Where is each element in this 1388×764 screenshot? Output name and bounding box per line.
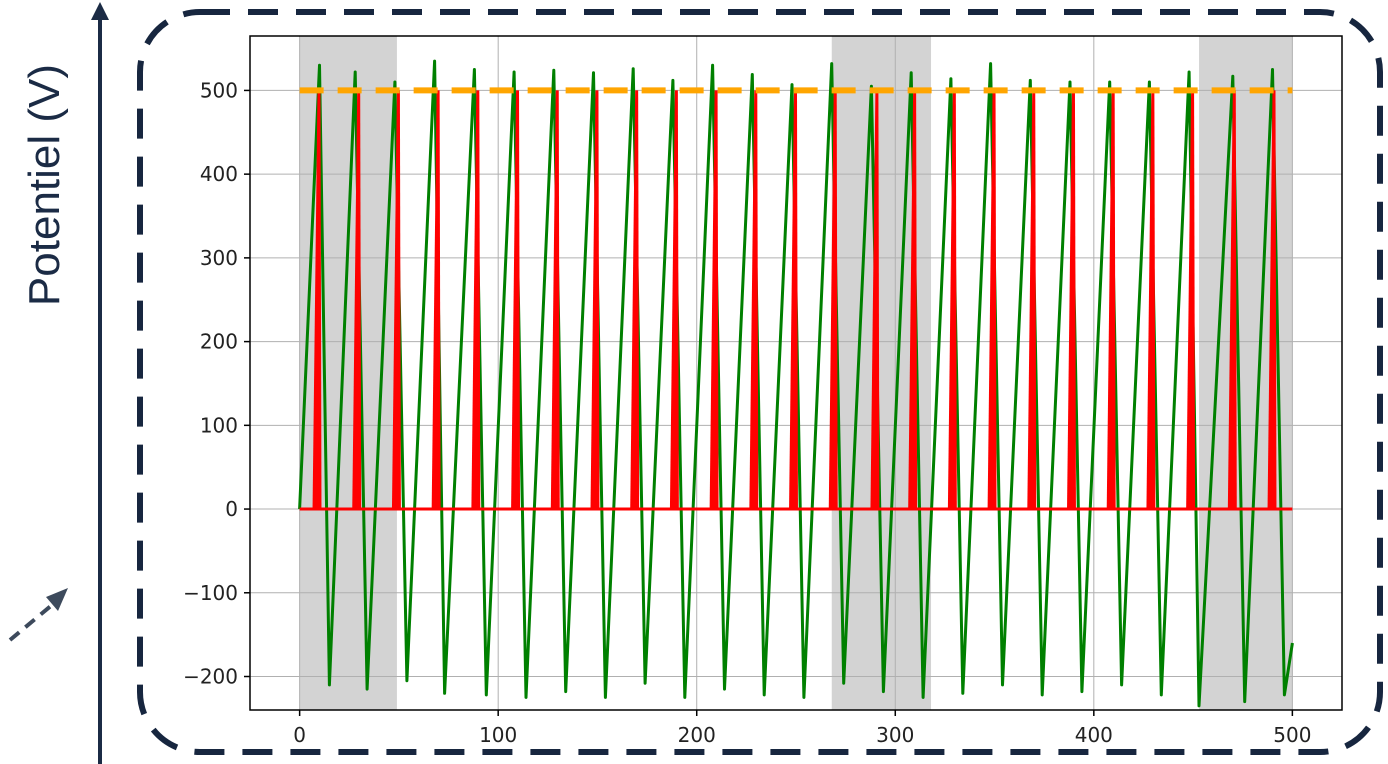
green-potential-line bbox=[298, 59, 1294, 708]
red-spike-14 bbox=[870, 90, 880, 510]
diagonal-arrow-icon bbox=[8, 588, 68, 642]
red-spike-12 bbox=[789, 90, 798, 510]
red-spike-13 bbox=[828, 90, 838, 510]
red-spike-24 bbox=[1267, 90, 1277, 510]
y-tick-label-2: 0 bbox=[225, 497, 238, 521]
red-spike-1 bbox=[352, 90, 362, 510]
red-spike-3 bbox=[431, 90, 441, 510]
red-spike-9 bbox=[669, 90, 679, 510]
y-tick-label-4: 200 bbox=[200, 330, 238, 354]
red-spike-18 bbox=[1027, 90, 1037, 510]
x-tick-label-5: 500 bbox=[1273, 723, 1311, 747]
y-tick-label-1: −100 bbox=[183, 581, 238, 605]
red-spike-6 bbox=[550, 90, 560, 510]
x-tick-label-4: 400 bbox=[1075, 723, 1113, 747]
red-spike-2 bbox=[391, 90, 401, 510]
red-spike-7 bbox=[590, 90, 600, 510]
red-spike-22 bbox=[1186, 90, 1196, 510]
red-spike-5 bbox=[511, 90, 521, 510]
red-spike-19 bbox=[1067, 90, 1076, 510]
red-spike-0 bbox=[312, 90, 322, 510]
y-axis-arrow-head bbox=[91, 2, 109, 20]
red-spike-23 bbox=[1227, 90, 1237, 510]
red-spike-15 bbox=[908, 90, 918, 510]
y-tick-label-6: 400 bbox=[200, 162, 238, 186]
y-tick-label-0: −200 bbox=[183, 665, 238, 689]
x-tick-label-1: 100 bbox=[479, 723, 517, 747]
red-spike-17 bbox=[987, 90, 997, 510]
plot-layer: 0 100 200 300 400 500 −200 −100 0 100 200 300 400 500 bbox=[183, 35, 1343, 747]
red-spike-21 bbox=[1146, 90, 1156, 510]
red-spike-20 bbox=[1106, 90, 1116, 510]
y-tick-label-3: 100 bbox=[200, 413, 238, 437]
red-spike-16 bbox=[947, 90, 957, 510]
y-tick-label-7: 500 bbox=[200, 78, 238, 102]
red-spike-8 bbox=[630, 90, 640, 510]
red-spike-11 bbox=[749, 90, 759, 510]
red-spike-10 bbox=[709, 90, 719, 510]
x-tick-label-3: 300 bbox=[876, 723, 914, 747]
y-tick-label-5: 300 bbox=[200, 246, 238, 270]
plot-frame bbox=[249, 35, 1343, 711]
x-tick-label-2: 200 bbox=[678, 723, 716, 747]
red-spike-4 bbox=[471, 90, 481, 510]
x-tick-label-0: 0 bbox=[293, 723, 306, 747]
